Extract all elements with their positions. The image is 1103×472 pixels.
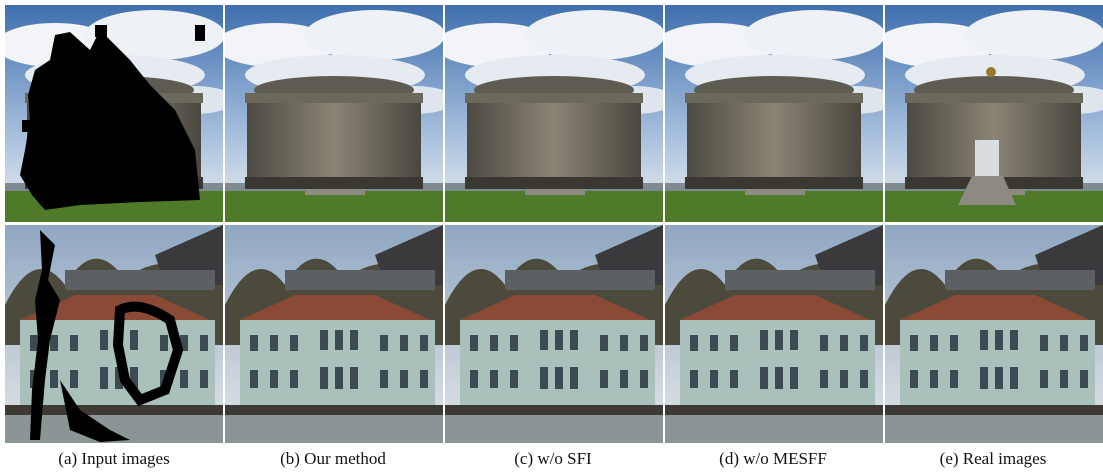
image-ours-top xyxy=(215,5,455,222)
image-ours-bottom xyxy=(225,225,443,443)
image-wo-mesff-bottom xyxy=(665,225,883,443)
image-wo-sfi-top xyxy=(435,5,675,222)
image-wo-mesff-top xyxy=(655,5,895,222)
image-grid xyxy=(0,5,1103,443)
mask xyxy=(20,25,205,442)
image-real-bottom xyxy=(885,225,1103,443)
door xyxy=(958,67,1016,205)
caption: (c) w/o SFI xyxy=(514,449,592,468)
caption: (b) Our method xyxy=(280,449,386,468)
caption: (e) Real images xyxy=(940,449,1047,468)
captions: (a) Input images (b) Our method (c) w/o … xyxy=(58,449,1046,468)
caption: (a) Input images xyxy=(58,449,169,468)
image-wo-sfi-bottom xyxy=(445,225,663,443)
caption: (d) w/o MESFF xyxy=(719,449,827,468)
